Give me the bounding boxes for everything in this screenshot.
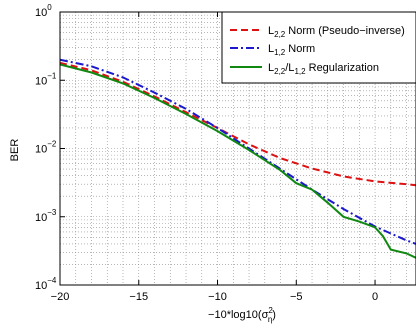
- x-axis-label-sub: η: [268, 315, 272, 324]
- x-tick-label: −10: [208, 291, 227, 303]
- x-axis-label: −10*log10(σ2 η): [208, 306, 276, 324]
- y-tick-label: 10−4: [35, 276, 57, 292]
- x-tick-label: 0: [372, 291, 378, 303]
- legend: L2,2 Norm (Pseudo−inverse) L1,2 Norm L2,…: [221, 11, 416, 84]
- legend-label-regularization: L2,2/L1,2 Regularization: [268, 62, 379, 76]
- y-tick-label: 100: [35, 3, 52, 19]
- legend-label-pseudo-inverse: L2,2 Norm (Pseudo−inverse): [268, 25, 405, 39]
- y-tick-label: 10−1: [35, 71, 57, 87]
- x-tick-label: −5: [290, 291, 303, 303]
- legend-box: [221, 11, 416, 84]
- y-axis-label: BER: [9, 139, 21, 162]
- x-tick-label: −20: [51, 291, 70, 303]
- x-axis-label-close: ): [272, 309, 276, 321]
- x-axis-label-sup: 2: [268, 306, 273, 315]
- y-tick-label: 10−3: [35, 208, 57, 224]
- y-tick-label: 10−2: [35, 140, 57, 156]
- plot-area: [60, 58, 416, 259]
- x-tick-label: −15: [129, 291, 148, 303]
- x-axis-label-base: −10*log10(σ: [208, 309, 269, 321]
- axis-ticks: −20 −15 −10 −5 0 100 10−1 10−2 10−3 10−4: [35, 3, 378, 303]
- series-regularization-line: [60, 63, 416, 259]
- legend-label-l12-norm: L1,2 Norm: [268, 43, 315, 57]
